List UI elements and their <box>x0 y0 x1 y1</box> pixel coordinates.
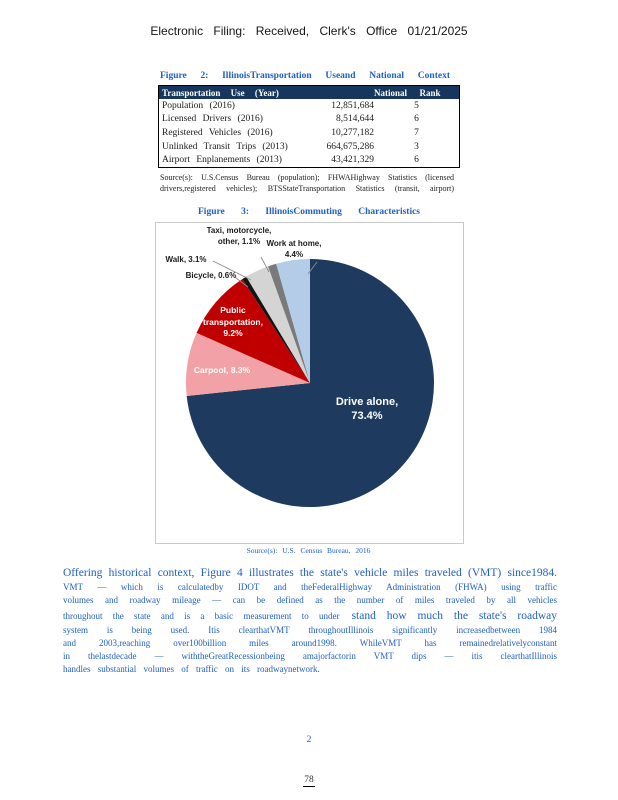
row-label: Airport Enplanements (2013) <box>162 155 282 166</box>
row-value: 664,675,286 <box>326 141 375 152</box>
row-label: Licensed Drivers (2016) <box>162 114 263 125</box>
row-label: Registered Vehicles (2016) <box>162 127 273 138</box>
table-header-row: Transportation Use (Year) National Rank <box>159 86 459 99</box>
paragraph-segment: stand how much the state's roadway <box>351 610 558 622</box>
row-label: Unlinked Transit Trips (2013) <box>162 141 288 152</box>
row-rank: 3 <box>414 141 419 152</box>
paragraph-line: Offering historical context, Figure 4 il… <box>63 567 557 579</box>
pie-leader-line <box>307 261 318 275</box>
table-header-national: National <box>373 87 407 98</box>
paragraph-line: and 2003,reaching over100billion miles a… <box>63 638 557 648</box>
filing-header: Electronic Filing: Received, Clerk's Off… <box>150 24 468 38</box>
paragraph-line: VMT — which is calculatedby IDOT and the… <box>63 582 557 592</box>
pie-slice-bicycle <box>242 276 310 383</box>
pie-label-walk: Walk, 3.1% <box>165 255 207 264</box>
pie-slice-walk <box>246 266 310 383</box>
row-rank: 6 <box>414 114 419 125</box>
paragraph-line: handles substantial volumes of traffic o… <box>63 664 320 674</box>
table-row: Population (2016) 12,851,684 5 <box>159 99 459 113</box>
paragraph-line: in thelastdecade — withtheGreatRecession… <box>63 651 557 661</box>
page-number: 2 <box>306 735 312 745</box>
figure2-title: Figure 2: IllinoisTransportation Useand … <box>160 71 450 81</box>
pie-chart-svg <box>185 256 434 507</box>
pie-slice-taxi-motorcycle-other <box>268 263 310 383</box>
pie-leader-line <box>212 260 252 281</box>
pie-label-work-at-home: Work at home, 4.4% <box>266 239 322 259</box>
paragraph-line: throughout the state and is a basic meas… <box>63 607 557 624</box>
pie-source-note: Source(s): U.S. Census Bureau, 2016 <box>246 546 371 555</box>
row-value: 12,851,684 <box>331 100 374 111</box>
pie-leader-line <box>260 256 270 273</box>
commuting-pie-chart: Taxi, motorcycle, other, 1.1% Work at ho… <box>155 222 464 544</box>
table-source-line: drivers,registered vehicles); BTSStateTr… <box>160 184 454 193</box>
row-rank: 5 <box>414 100 419 111</box>
pie-slice-work-at-home <box>276 259 310 383</box>
row-label: Population (2016) <box>162 100 235 111</box>
pie-label-drive-alone: Drive alone, 73.4% <box>335 396 399 422</box>
row-value: 43,421,329 <box>331 155 374 166</box>
pie-label-taxi-motorcycle-other: Taxi, motorcycle, other, 1.1% <box>206 226 272 246</box>
row-value: 10,277,182 <box>331 127 374 138</box>
table-header-label: Transportation Use (Year) <box>162 87 279 98</box>
row-rank: 6 <box>414 155 419 166</box>
table-row: Airport Enplanements (2013) 43,421,329 6 <box>159 153 459 167</box>
pie-label-carpool: Carpool, 8.3% <box>193 365 251 375</box>
body-paragraph: Offering historical context, Figure 4 il… <box>63 566 557 676</box>
paragraph-line: system is being used. Itis clearthatVMT … <box>63 625 557 635</box>
table-source-line: Source(s): U.S.Census Bureau (population… <box>160 173 454 182</box>
paragraph-segment: throughout the state and is a basic meas… <box>63 611 340 621</box>
row-rank: 7 <box>414 127 419 138</box>
pie-leader-line <box>235 277 249 288</box>
stamp-wrapper: 78 <box>0 769 618 787</box>
pie-slice-carpool <box>185 332 310 397</box>
transportation-table: Transportation Use (Year) National Rank … <box>158 85 460 168</box>
paragraph-line: volumes and roadway mileage — can be def… <box>63 595 557 605</box>
pie-label-public-transportation: Public transportation, 9.2% <box>203 305 263 338</box>
bates-stamp-number: 78 <box>303 775 315 787</box>
pie-slice-drive-alone <box>186 259 434 507</box>
pie-label-bicycle: Bicycle, 0.6% <box>185 271 237 280</box>
row-value: 8,514,644 <box>336 114 374 125</box>
table-header-rank: Rank <box>419 87 441 98</box>
table-source-note: Source(s): U.S.Census Bureau (population… <box>160 172 454 194</box>
pie-slice-public-transportation <box>196 279 310 383</box>
figure3-title: Figure 3: IllinoisCommuting Characterist… <box>198 207 420 217</box>
table-row: Licensed Drivers (2016) 8,514,644 6 <box>159 113 459 127</box>
table-row: Unlinked Transit Trips (2013) 664,675,28… <box>159 140 459 154</box>
table-row: Registered Vehicles (2016) 10,277,182 7 <box>159 126 459 140</box>
